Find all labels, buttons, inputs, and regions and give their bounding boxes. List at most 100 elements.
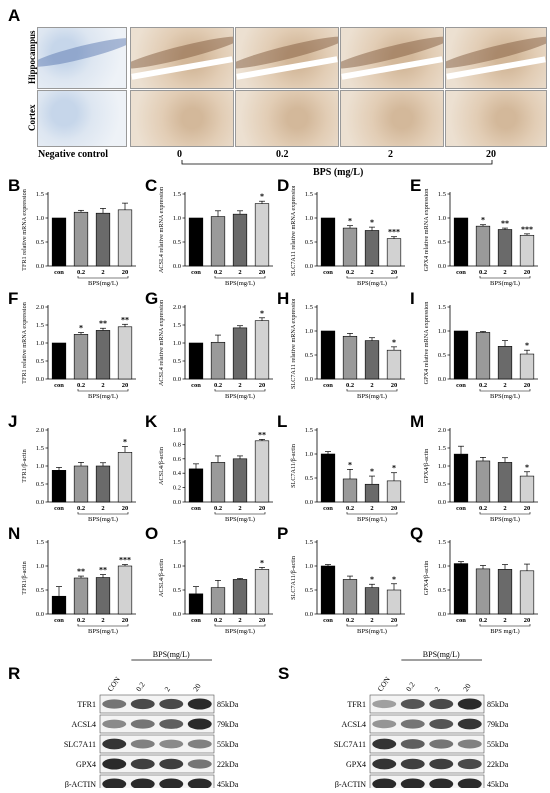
y-tick-label: 1.5 — [438, 304, 446, 311]
y-tick-label: 0.0 — [305, 611, 313, 618]
bar-0.2 — [475, 225, 491, 267]
y-axis-label: SLC7A11/β-actin — [290, 556, 297, 600]
panel-label-r: R — [8, 664, 21, 683]
blot-strip — [369, 734, 485, 754]
dose-label-20: 20 — [486, 149, 496, 160]
y-axis-label: TFR1/β-actin — [21, 561, 28, 594]
y-tick-label: 0.0 — [36, 499, 44, 506]
significance-mark: * — [348, 460, 352, 469]
bar-20 — [519, 570, 535, 615]
bar-2 — [95, 465, 111, 503]
x-bracket — [479, 276, 531, 279]
x-tick-label: 20 — [122, 269, 129, 276]
y-tick-label: 1.5 — [305, 304, 313, 311]
y-axis-label: ACSL4 relative mRNA expression — [158, 300, 165, 386]
bar-2 — [364, 230, 380, 267]
x-tick-label: 2 — [238, 617, 241, 624]
y-tick-label: 0.0 — [173, 611, 181, 618]
blot-band — [130, 758, 155, 770]
bar-con — [453, 330, 469, 380]
blot-band — [102, 699, 127, 709]
lane-label: 2 — [163, 685, 173, 693]
significance-mark: * — [370, 575, 374, 584]
bar-0.2 — [475, 332, 491, 380]
y-tick-label: 0.0 — [305, 499, 313, 506]
bar-20 — [117, 452, 133, 503]
y-tick-label: 1.0 — [173, 563, 181, 570]
size-label: 45kDa — [217, 780, 239, 788]
significance-mark: * — [260, 558, 264, 567]
x-axis-label: BPS(mg/L) — [225, 280, 255, 287]
chart-g: ACSL4 relative mRNA expression 0.0 0.5 1.0 1… — [158, 300, 273, 400]
bar-2 — [364, 587, 380, 615]
x-tick-label: con — [54, 382, 64, 389]
x-tick-label: 0.2 — [77, 505, 85, 512]
panel-label-p: P — [277, 524, 289, 543]
size-label: 85kDa — [217, 700, 239, 709]
y-tick-label: 1.5 — [36, 445, 44, 452]
bar-2 — [232, 327, 248, 380]
bar-20 — [117, 565, 133, 615]
bar-con — [188, 468, 204, 503]
y-axis-label: GPX4 relative mRNA expression — [423, 302, 430, 385]
x-tick-label: 2 — [101, 382, 104, 389]
x-tick-label: 0.2 — [214, 505, 222, 512]
protein-label: GPX4 — [76, 760, 96, 769]
size-label: 45kDa — [487, 780, 509, 788]
x-tick-label: 0.2 — [77, 617, 85, 624]
x-tick-label: 2 — [101, 505, 104, 512]
blot-band — [102, 719, 127, 729]
x-tick-label: con — [323, 617, 333, 624]
x-tick-label: 20 — [122, 505, 129, 512]
x-tick-label: con — [54, 617, 64, 624]
micrograph-hippocampus-0 — [130, 27, 234, 89]
y-tick-label: 1.5 — [305, 427, 313, 434]
significance-mark: * — [123, 438, 127, 447]
x-axis-label: BPS(mg/L) — [88, 393, 118, 400]
y-tick-label: 1.5 — [438, 539, 446, 546]
y-tick-label: 1.0 — [438, 563, 446, 570]
blot-band — [400, 739, 425, 749]
y-tick-label: 0.5 — [173, 239, 181, 246]
x-tick-label: 20 — [524, 505, 531, 512]
chart-n: TFR1/β-actin 0.0 0.5 1.0 1.5 con ** 0.2 ** 2 *** 20… — [21, 539, 136, 635]
y-tick-label: 1.5 — [173, 539, 181, 546]
y-tick-label: 0.5 — [36, 587, 44, 594]
significance-mark: * — [525, 341, 529, 350]
y-tick-label: 1.5 — [438, 445, 446, 452]
lane-label: 20 — [461, 682, 473, 694]
bar-20 — [254, 203, 270, 267]
x-bracket — [77, 389, 129, 392]
x-tick-label: 2 — [503, 269, 506, 276]
x-tick-label: 20 — [524, 269, 531, 276]
x-tick-label: 20 — [259, 505, 266, 512]
x-tick-label: 20 — [524, 617, 531, 624]
panel-label-k: K — [145, 412, 158, 431]
significance-mark: * — [481, 216, 485, 225]
blot-strip — [99, 694, 215, 714]
size-label: 79kDa — [487, 720, 509, 729]
blot-s: BPS(mg/L) CON 0.2 2 20 TFR1 85kDa ACSL4 79kDa SLC… — [334, 650, 509, 788]
y-tick-label: 1.0 — [305, 563, 313, 570]
x-tick-label: 0.2 — [479, 269, 487, 276]
y-tick-label: 1.0 — [36, 215, 44, 222]
bar-con — [453, 453, 469, 503]
size-label: 22kDa — [217, 760, 239, 769]
x-tick-label: 20 — [259, 269, 266, 276]
x-tick-label: 2 — [370, 617, 373, 624]
bar-2 — [95, 212, 111, 267]
x-tick-label: 0.2 — [346, 617, 354, 624]
blot-band — [429, 739, 454, 749]
blot-band — [457, 698, 482, 710]
blot-band — [159, 698, 184, 710]
x-tick-label: 0.2 — [214, 269, 222, 276]
x-tick-label: 0.2 — [346, 505, 354, 512]
blot-band — [400, 758, 425, 770]
blot-band — [457, 778, 482, 788]
y-axis-label: ACSL4 relative mRNA expression — [158, 187, 165, 273]
bar-0.2 — [210, 341, 226, 380]
panel-label-c: C — [145, 176, 158, 195]
size-label: 55kDa — [217, 740, 239, 749]
blot-band — [372, 738, 397, 750]
bar-20 — [519, 475, 535, 503]
